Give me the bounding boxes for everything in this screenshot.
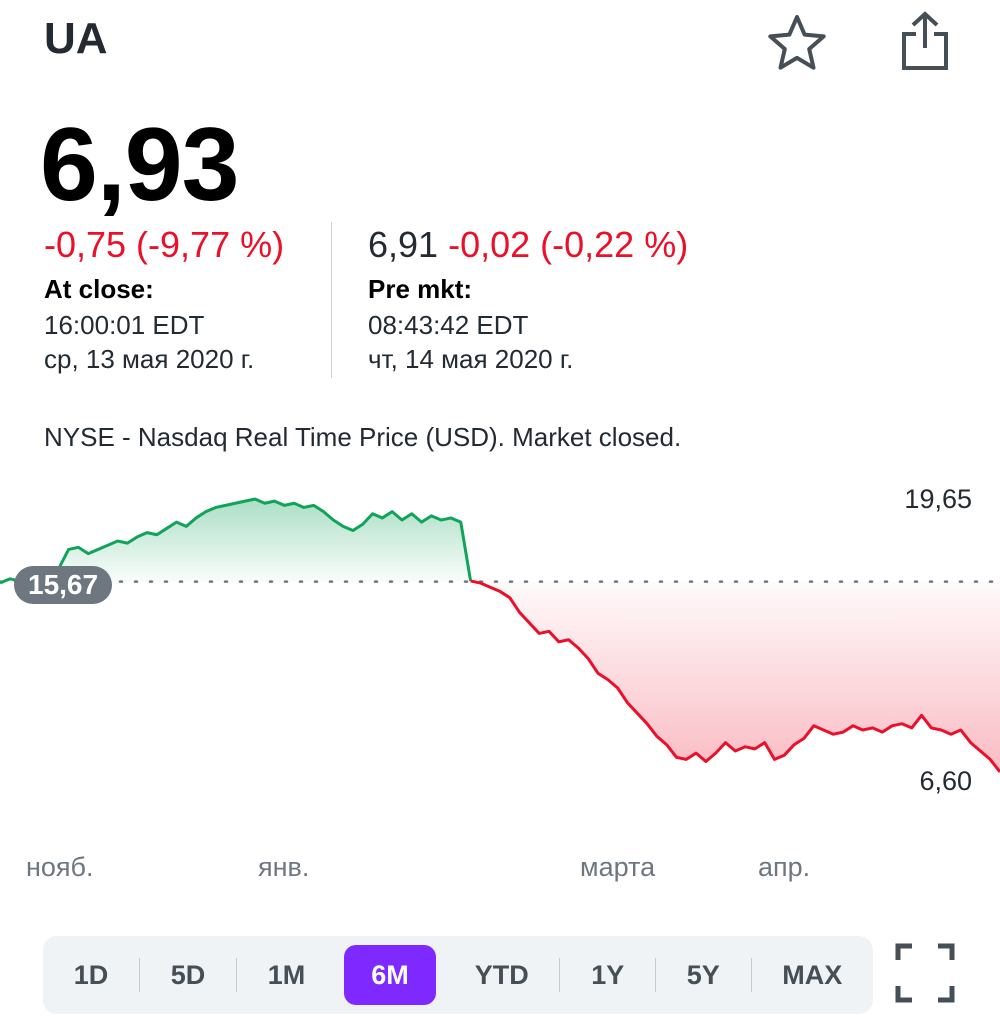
ticker-symbol: UA	[44, 14, 108, 63]
range-separator	[750, 958, 752, 992]
y-axis-min-label: 6,60	[919, 766, 972, 796]
area-above-close	[0, 499, 471, 584]
close-time: 16:00:01 EDT	[44, 310, 205, 340]
x-axis-label: апр.	[758, 852, 811, 882]
share-icon	[902, 11, 948, 70]
pre-market-date: чт, 14 мая 2020 г.	[368, 344, 574, 374]
range-1d-button[interactable]: 1D	[73, 960, 109, 990]
range-separator	[559, 958, 561, 992]
pre-market-price: 6,91	[368, 224, 439, 265]
price-line-down	[470, 579, 1000, 773]
range-max-button[interactable]: MAX	[782, 960, 843, 990]
range-5y-button[interactable]: 5Y	[686, 960, 720, 990]
watchlist-star-button[interactable]	[766, 12, 828, 74]
price-line-up	[0, 497, 473, 585]
previous-close-badge: 15,67	[14, 566, 113, 604]
price-chart[interactable]	[0, 470, 1000, 810]
fullscreen-icon	[895, 943, 955, 1003]
x-axis-label: марта	[580, 852, 656, 882]
range-5d-button[interactable]: 5D	[170, 960, 206, 990]
close-label: At close:	[44, 274, 154, 304]
star-icon	[768, 15, 826, 70]
x-axis-label: нояб.	[26, 852, 94, 882]
close-change: -0,75 (-9,77 %)	[44, 224, 285, 265]
range-1m-button[interactable]: 1M	[267, 960, 306, 990]
pre-market-quote: 6,91 -0,02 (-0,22 %)	[368, 224, 688, 266]
range-selector: 1D 5D 1M 6M YTD 1Y 5Y MAX	[43, 936, 873, 1014]
range-1y-button[interactable]: 1Y	[591, 960, 625, 990]
fullscreen-button[interactable]	[894, 942, 956, 1004]
market-status-note: NYSE - Nasdaq Real Time Price (USD). Mar…	[44, 422, 682, 452]
y-axis-max-label: 19,65	[904, 484, 972, 514]
range-separator	[236, 958, 237, 992]
area-below-close	[470, 580, 1000, 772]
x-axis-label: янв.	[258, 852, 310, 882]
range-ytd-button[interactable]: YTD	[474, 960, 529, 990]
pre-market-time: 08:43:42 EDT	[368, 310, 529, 340]
current-price: 6,93	[40, 107, 239, 223]
close-date: ср, 13 мая 2020 г.	[44, 344, 255, 374]
range-6m-button[interactable]: 6M	[344, 945, 436, 1005]
quote-divider	[331, 222, 332, 378]
range-separator	[139, 958, 140, 992]
range-separator	[655, 958, 656, 992]
pre-market-label: Pre mkt:	[368, 274, 473, 304]
pre-market-change: -0,02 (-0,22 %)	[448, 224, 689, 265]
share-button[interactable]	[896, 10, 954, 74]
